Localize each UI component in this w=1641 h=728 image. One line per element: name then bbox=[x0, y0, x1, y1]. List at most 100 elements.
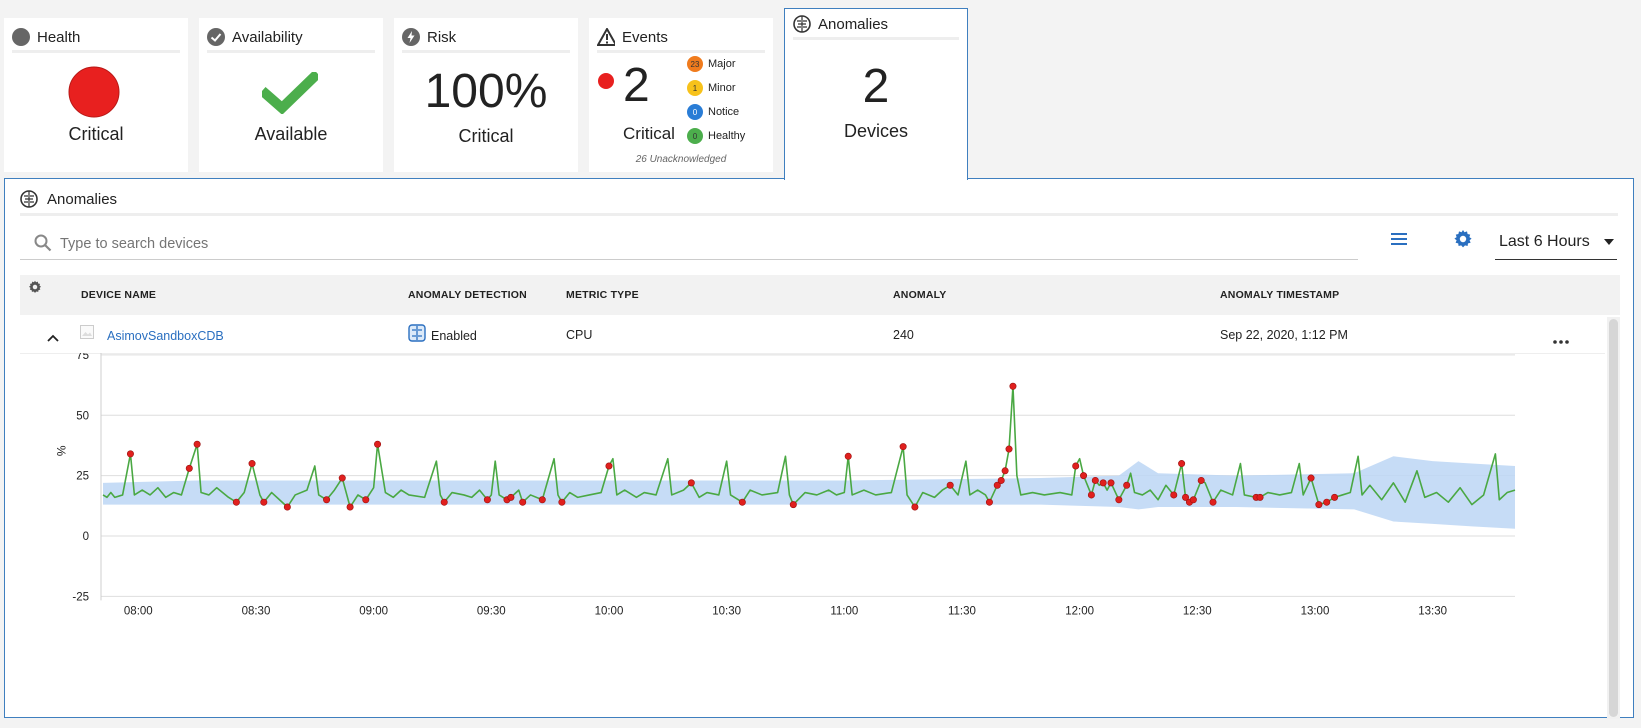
list-view-icon[interactable] bbox=[1390, 231, 1408, 252]
anomaly-point bbox=[1170, 491, 1178, 499]
anomaly-point bbox=[1307, 474, 1315, 482]
scrollbar-thumb[interactable] bbox=[1609, 319, 1618, 717]
settings-gear-icon[interactable] bbox=[1453, 229, 1473, 254]
anomaly-point bbox=[193, 440, 201, 448]
anomalies-card[interactable]: Anomalies 2 Devices bbox=[784, 8, 968, 180]
legend-major[interactable]: 23 Major bbox=[687, 52, 745, 76]
anomaly-point bbox=[1087, 491, 1095, 499]
x-tick-label: 08:00 bbox=[124, 605, 153, 617]
device-name-link[interactable]: AsimovSandboxCDB bbox=[107, 329, 224, 343]
health-card-header: Health bbox=[12, 24, 180, 53]
x-tick-label: 12:00 bbox=[1065, 605, 1094, 617]
minor-count-badge: 1 bbox=[687, 80, 703, 96]
legend-notice[interactable]: 0 Notice bbox=[687, 100, 745, 124]
availability-status-label: Available bbox=[254, 124, 328, 144]
metric-type-value: CPU bbox=[566, 328, 593, 342]
anomaly-point bbox=[1009, 382, 1017, 390]
anomaly-point bbox=[985, 498, 993, 506]
health-card[interactable]: Health Critical bbox=[4, 18, 188, 172]
anomaly-point bbox=[507, 493, 515, 501]
device-image-icon bbox=[80, 325, 94, 344]
column-header-metric-type[interactable]: METRIC TYPE bbox=[566, 289, 639, 301]
anomaly-point bbox=[483, 496, 491, 504]
availability-card[interactable]: Availability Available bbox=[199, 18, 383, 172]
table-header: DEVICE NAME ANOMALY DETECTION METRIC TYP… bbox=[20, 275, 1620, 315]
column-header-anomaly-timestamp[interactable]: ANOMALY TIMESTAMP bbox=[1220, 289, 1340, 301]
anomaly-point bbox=[1115, 496, 1123, 504]
risk-card[interactable]: Risk 100% Critical bbox=[394, 18, 578, 172]
risk-card-title: Risk bbox=[427, 28, 457, 46]
risk-status-label: Critical bbox=[458, 126, 514, 146]
check-circle-icon bbox=[207, 28, 225, 46]
time-range-dropdown[interactable]: Last 6 Hours bbox=[1495, 225, 1617, 260]
anomaly-point bbox=[248, 460, 256, 468]
events-card[interactable]: Events 2 Critical 23 Major 1 Minor 0 Not… bbox=[589, 18, 773, 172]
legend-healthy[interactable]: 0 Healthy bbox=[687, 124, 745, 148]
column-settings-gear-icon[interactable] bbox=[28, 280, 42, 299]
x-tick-label: 09:30 bbox=[477, 605, 506, 617]
anomaly-timestamp-value: Sep 22, 2020, 1:12 PM bbox=[1220, 328, 1348, 342]
anomaly-point bbox=[538, 496, 546, 504]
anomaly-point bbox=[338, 474, 346, 482]
anomaly-point bbox=[1256, 493, 1264, 501]
y-tick-label: 0 bbox=[83, 531, 89, 543]
x-tick-label: 12:30 bbox=[1183, 605, 1212, 617]
anomaly-point bbox=[997, 476, 1005, 484]
health-status-icon bbox=[12, 28, 30, 46]
legend-label: Minor bbox=[708, 82, 736, 94]
anomaly-point bbox=[1091, 476, 1099, 484]
events-count: 2 bbox=[623, 59, 650, 112]
anomaly-point bbox=[1123, 481, 1131, 489]
collapse-chevron-icon[interactable] bbox=[47, 329, 59, 347]
anomaly-point bbox=[1197, 476, 1205, 484]
anomaly-point bbox=[1182, 493, 1190, 501]
anomaly-point bbox=[283, 503, 291, 511]
anomaly-point bbox=[1072, 462, 1080, 470]
table-row[interactable]: AsimovSandboxCDB Enabled CPU 240 Sep 22,… bbox=[20, 315, 1605, 354]
anomalies-card-title: Anomalies bbox=[818, 15, 889, 33]
legend-minor[interactable]: 1 Minor bbox=[687, 76, 745, 100]
column-header-anomaly-detection[interactable]: ANOMALY DETECTION bbox=[408, 289, 527, 301]
events-card-header: Events bbox=[597, 24, 765, 53]
column-header-device-name[interactable]: DEVICE NAME bbox=[81, 289, 157, 301]
search-icon bbox=[34, 234, 52, 257]
anomaly-point bbox=[1209, 498, 1217, 506]
panel-header: Anomalies bbox=[20, 185, 1618, 216]
search-input[interactable] bbox=[58, 231, 662, 257]
y-tick-label: -25 bbox=[72, 591, 89, 603]
availability-card-title: Availability bbox=[232, 28, 303, 46]
x-tick-label: 08:30 bbox=[242, 605, 271, 617]
anomaly-point bbox=[374, 440, 382, 448]
anomaly-point bbox=[440, 498, 448, 506]
anomaly-point bbox=[346, 503, 354, 511]
legend-label: Healthy bbox=[708, 130, 746, 142]
anomaly-point bbox=[1315, 501, 1323, 509]
anomaly-point bbox=[232, 498, 240, 506]
lightning-icon bbox=[402, 28, 420, 46]
health-card-title: Health bbox=[37, 28, 81, 46]
anomalies-devices-label: Devices bbox=[843, 121, 909, 141]
x-tick-label: 09:00 bbox=[359, 605, 388, 617]
y-tick-label: 25 bbox=[76, 471, 89, 483]
legend-label: Notice bbox=[708, 106, 740, 118]
panel-title: Anomalies bbox=[47, 190, 118, 208]
anomaly-point bbox=[605, 462, 613, 470]
column-header-anomaly[interactable]: ANOMALY bbox=[893, 289, 947, 301]
x-tick-label: 11:00 bbox=[830, 605, 858, 617]
healthy-count-badge: 0 bbox=[687, 128, 703, 144]
anomaly-point bbox=[789, 501, 797, 509]
vertical-scrollbar[interactable] bbox=[1607, 317, 1620, 719]
search-bar[interactable] bbox=[20, 227, 1358, 260]
events-status-label: Critical bbox=[623, 124, 675, 143]
anomaly-point bbox=[1178, 460, 1186, 468]
anomaly-chart: 1007550250-25%08:0008:3009:0009:3010:001… bbox=[54, 353, 1516, 617]
anomaly-point bbox=[1189, 496, 1197, 504]
events-legend: 23 Major 1 Minor 0 Notice 0 Healthy bbox=[687, 52, 745, 148]
health-status-label: Critical bbox=[68, 124, 124, 144]
anomaly-value: 240 bbox=[893, 328, 914, 342]
anomaly-point bbox=[1323, 498, 1331, 506]
critical-dot-icon bbox=[598, 73, 614, 89]
more-options-icon[interactable] bbox=[1553, 331, 1569, 349]
anomaly-point bbox=[738, 498, 746, 506]
anomaly-point bbox=[1005, 445, 1013, 453]
